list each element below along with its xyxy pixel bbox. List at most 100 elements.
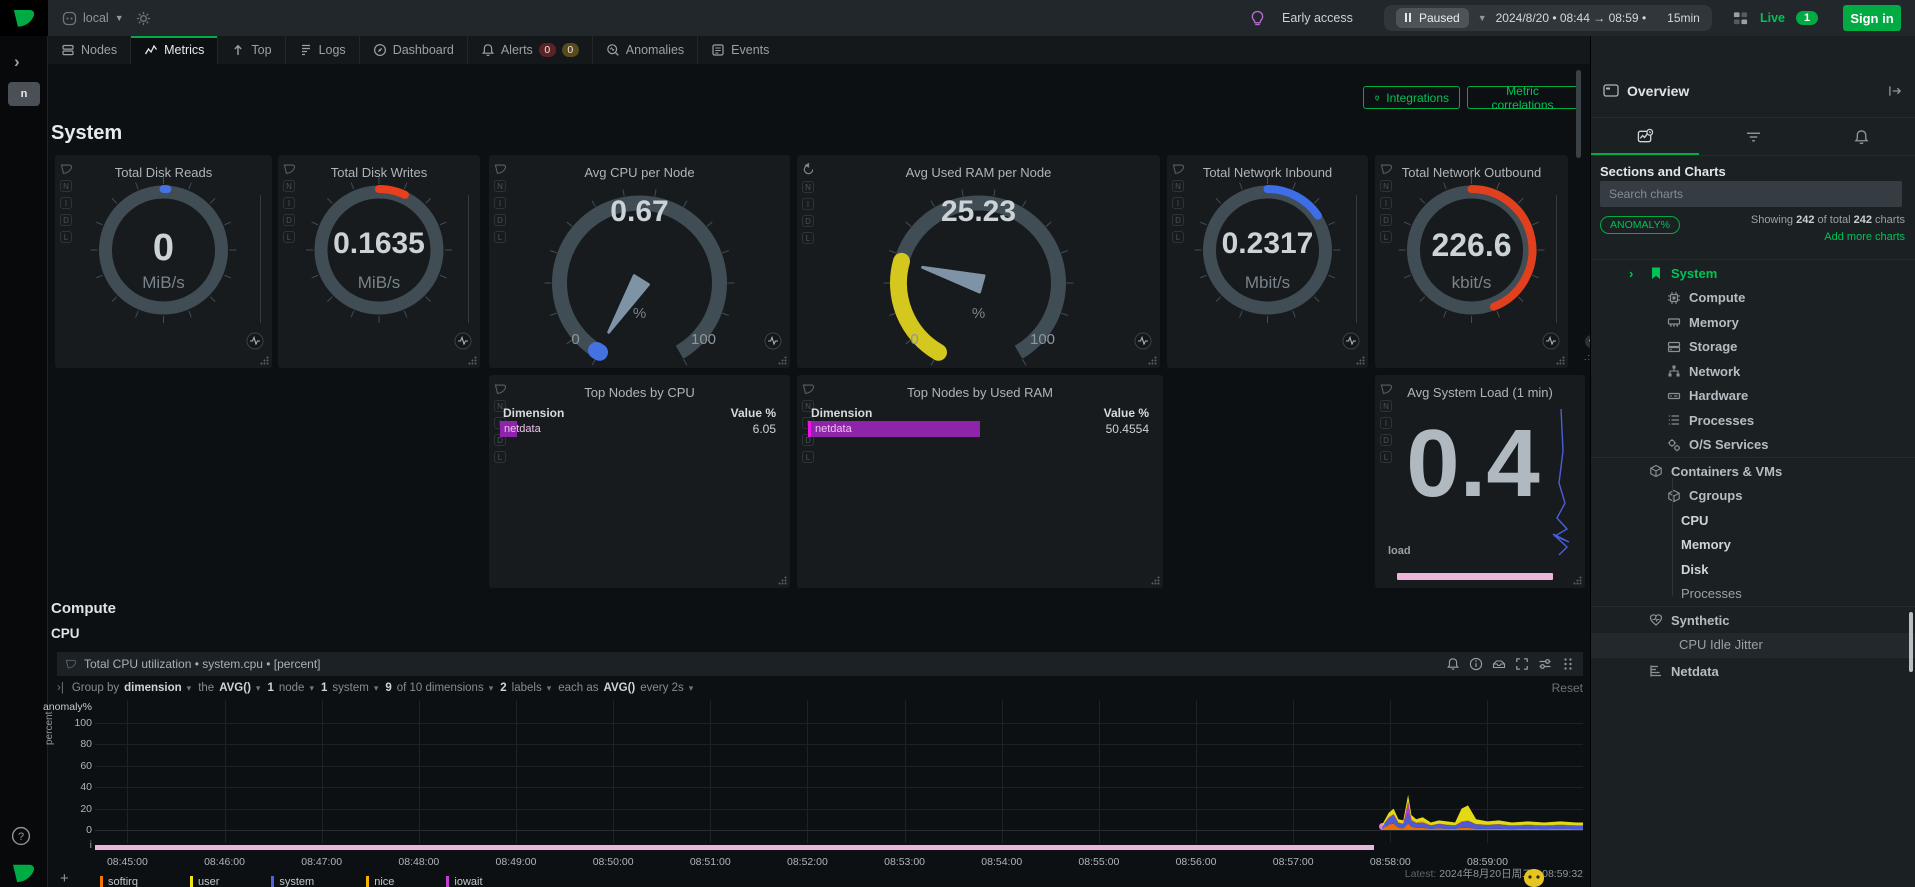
sidebar-item-netdata[interactable]: Netdata	[1591, 659, 1915, 683]
metric-correlations-button[interactable]: Metric correlations	[1467, 86, 1578, 109]
settings-sliders-icon[interactable]	[1538, 657, 1552, 671]
tab-metrics[interactable]: Metrics	[130, 36, 217, 64]
dimension-bar[interactable]: netdata	[500, 421, 517, 437]
chevron-down-icon[interactable]: ▾	[374, 683, 379, 694]
sidebar-item-o-s-services[interactable]: O/S Services	[1591, 433, 1915, 457]
sidebar-item-memory[interactable]: Memory	[1591, 310, 1915, 334]
x-gridline	[710, 700, 711, 843]
gauge-unit: %	[489, 305, 790, 322]
resize-handle[interactable]	[778, 576, 787, 585]
sidebar-item-processes[interactable]: Processes	[1591, 408, 1915, 432]
x-axis-tick: 08:47:00	[301, 856, 342, 868]
data-source-icon[interactable]	[1492, 657, 1506, 671]
sidebar-item-containers-vms[interactable]: Containers & VMs	[1591, 459, 1915, 483]
anomaly-rate-icon[interactable]	[764, 332, 782, 350]
anomalies-spotlight-icon[interactable]	[1250, 0, 1265, 36]
resize-handle[interactable]	[1151, 576, 1160, 585]
sidebar-item-memory[interactable]: Memory	[1591, 533, 1915, 557]
fullscreen-icon[interactable]	[1515, 657, 1529, 671]
tab-charts[interactable]	[1591, 118, 1699, 155]
tab-events[interactable]: Events	[697, 36, 782, 64]
add-dimension-button[interactable]: +	[60, 870, 69, 887]
anomaly-rate-icon[interactable]	[1342, 332, 1360, 350]
chevron-right-icon[interactable]: ›	[1629, 266, 1633, 281]
legend-item-iowait[interactable]: iowait	[446, 876, 482, 887]
anomaly-filter-pill[interactable]: ANOMALY%	[1600, 216, 1680, 234]
time-range-picker[interactable]: Paused ▼ 2024/8/20 • 08:44 → 08:59 • 15m…	[1384, 5, 1712, 31]
anomaly-rate-icon[interactable]	[1134, 332, 1152, 350]
x-axis-tick: 08:55:00	[1078, 856, 1119, 868]
tab-nodes[interactable]: Nodes	[48, 36, 130, 64]
expand-sidebar-button[interactable]: ›	[14, 52, 20, 72]
search-input[interactable]	[1600, 181, 1902, 207]
tab-filters[interactable]	[1699, 118, 1807, 155]
node-tab-button[interactable]: n	[8, 82, 40, 106]
anomaly-rate-icon[interactable]	[1542, 332, 1560, 350]
netdata-logo[interactable]	[0, 0, 48, 36]
chevron-down-icon[interactable]: ▾	[547, 683, 552, 694]
tab-alerts[interactable]	[1807, 118, 1915, 155]
toolbar-token[interactable]: 1	[267, 682, 273, 694]
toolbar-token[interactable]: AVG()	[604, 682, 636, 694]
sidebar-item-compute[interactable]: Compute	[1591, 286, 1915, 310]
tab-anomalies[interactable]: Anomalies	[592, 36, 697, 64]
resize-handle[interactable]	[1573, 576, 1582, 585]
chevron-down-icon[interactable]: ▾	[256, 683, 261, 694]
toolbar-token[interactable]: dimension	[124, 682, 182, 694]
reset-button[interactable]: Reset	[1552, 681, 1583, 695]
sidebar-scrollbar-thumb[interactable]	[1909, 612, 1913, 672]
paused-button[interactable]: Paused	[1396, 8, 1469, 28]
chevron-down-icon[interactable]: ▾	[309, 683, 314, 694]
help-button[interactable]: ?	[11, 826, 31, 846]
toolbar-token[interactable]: AVG()	[219, 682, 251, 694]
y-gridline	[95, 766, 1583, 767]
nodes-indicator-icon[interactable]	[1733, 0, 1748, 36]
integrations-button[interactable]: Integrations	[1363, 86, 1460, 109]
sidebar-item-cgroups[interactable]: Cgroups	[1591, 484, 1915, 508]
live-node-count-badge[interactable]: 1	[1796, 0, 1818, 36]
node-selector[interactable]: local ▼	[62, 0, 124, 36]
chevron-down-icon[interactable]: ▼	[1478, 13, 1487, 23]
collapse-sidebar-icon[interactable]	[1888, 85, 1903, 97]
sidebar-item-network[interactable]: Network	[1591, 359, 1915, 383]
toolbox-l-button[interactable]: L	[494, 451, 506, 463]
chevron-down-icon[interactable]: ▾	[187, 683, 192, 694]
toolbar-token[interactable]: 9	[385, 682, 391, 694]
sidebar-item-cpu-idle-jitter[interactable]: CPU Idle Jitter	[1591, 633, 1915, 657]
gauge-card-total-network-outbound: NIDLTotal Network Outbound226.6kbit/s	[1375, 155, 1568, 368]
chevron-down-icon[interactable]: ▾	[689, 683, 694, 694]
sidebar-item-disk[interactable]: Disk	[1591, 557, 1915, 581]
bell-icon[interactable]	[1446, 657, 1460, 671]
sidebar-item-storage[interactable]: Storage	[1591, 335, 1915, 359]
tab-alerts[interactable]: Alerts00	[467, 36, 592, 64]
sidebar-item-hardware[interactable]: Hardware	[1591, 384, 1915, 408]
anomaly-rate-icon[interactable]	[246, 332, 264, 350]
drag-grip-icon[interactable]	[1561, 657, 1575, 671]
sidebar-item-synthetic[interactable]: Synthetic	[1591, 608, 1915, 632]
toolbox-l-button[interactable]: L	[802, 451, 814, 463]
legend-item-system[interactable]: system	[271, 876, 314, 887]
toolbar-token[interactable]: 2	[500, 682, 506, 694]
info-icon[interactable]	[1469, 657, 1483, 671]
main-scrollbar-thumb[interactable]	[1576, 70, 1581, 158]
node-settings-button[interactable]	[136, 0, 151, 36]
tab-top[interactable]: Top	[217, 36, 284, 64]
tab-dashboard[interactable]: Dashboard	[359, 36, 467, 64]
sidebar-item-system[interactable]: ›System	[1591, 261, 1915, 285]
sign-in-button[interactable]: Sign in	[1843, 5, 1901, 31]
sidebar-item-processes[interactable]: Processes	[1591, 582, 1915, 606]
sections-and-charts-label: Sections and Charts	[1600, 164, 1726, 179]
legend-item-user[interactable]: user	[190, 876, 219, 887]
legend-item-nice[interactable]: nice	[366, 876, 394, 887]
tab-logs[interactable]: Logs	[285, 36, 359, 64]
toolbar-token[interactable]: 1	[321, 682, 327, 694]
netdata-badge-icon[interactable]	[10, 860, 37, 886]
gauge-card-total-disk-reads: NIDLTotal Disk Reads0MiB/s	[55, 155, 272, 368]
add-more-charts-link[interactable]: Add more charts	[1824, 231, 1905, 243]
sidebar-item-cpu[interactable]: CPU	[1591, 508, 1915, 532]
chevron-down-icon[interactable]: ▾	[489, 683, 494, 694]
legend-item-softirq[interactable]: softirq	[100, 876, 138, 887]
anomaly-rate-icon[interactable]	[454, 332, 472, 350]
assistant-icon[interactable]	[1521, 868, 1547, 887]
dimension-bar[interactable]: netdata	[808, 421, 980, 437]
